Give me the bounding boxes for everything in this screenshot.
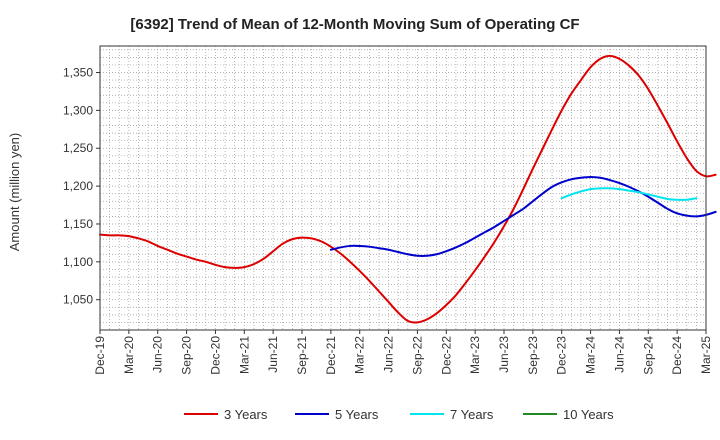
x-tick-label: Jun-22 [382, 336, 396, 373]
x-tick-label: Dec-19 [93, 336, 107, 375]
y-tick-label: 1,350 [63, 66, 93, 80]
x-tick-label: Jun-24 [612, 336, 626, 373]
x-tick-label: Dec-22 [439, 336, 453, 375]
legend-label-3-years: 3 Years [224, 407, 268, 422]
y-tick-label: 1,200 [63, 179, 93, 193]
x-tick-label: Jun-21 [266, 336, 280, 373]
legend-label-10-years: 10 Years [563, 407, 614, 422]
y-tick-label: 1,150 [63, 217, 93, 231]
legend-label-5-years: 5 Years [335, 407, 379, 422]
y-tick-label: 1,050 [63, 293, 93, 307]
series-line-3-years [99, 54, 717, 324]
series-line-5-years [329, 176, 717, 257]
x-tick-label: Mar-20 [122, 336, 136, 374]
x-tick-label: Dec-24 [670, 336, 684, 375]
x-tick-label: Dec-23 [555, 336, 569, 375]
y-tick-label: 1,300 [63, 103, 93, 117]
x-tick-label: Sep-24 [641, 336, 655, 375]
y-axis-ticks: 1,050 1,100 1,150 1,200 1,250 1,300 1,350 [63, 66, 100, 307]
y-axis-label: Amount (million yen) [7, 133, 22, 252]
x-tick-label: Sep-23 [526, 336, 540, 375]
y-tick-label: 1,100 [63, 255, 93, 269]
x-tick-label: Sep-21 [295, 336, 309, 375]
x-tick-label: Sep-22 [410, 336, 424, 375]
series-line-7-years [560, 187, 698, 201]
x-axis-ticks: Dec-19 Mar-20 Jun-20 Sep-20 Dec-20 Mar-21 Jun-… [93, 330, 713, 375]
x-tick-label: Mar-22 [353, 336, 367, 374]
vertical-grid [99, 46, 707, 330]
x-tick-label: Mar-25 [699, 336, 713, 374]
plot-frame [99, 45, 707, 331]
y-tick-label: 1,250 [63, 141, 93, 155]
legend-label-7-years: 7 Years [450, 407, 494, 422]
x-tick-label: Mar-24 [584, 336, 598, 374]
chart-title: [6392] Trend of Mean of 12-Month Moving … [130, 16, 579, 33]
x-tick-label: Jun-20 [151, 336, 165, 373]
horizontal-grid [100, 49, 706, 323]
x-tick-label: Dec-20 [208, 336, 222, 375]
legend: 3 Years 5 Years 7 Years 10 Years [184, 407, 614, 422]
x-tick-label: Dec-21 [324, 336, 338, 375]
x-tick-label: Jun-23 [497, 336, 511, 373]
series-lines [99, 54, 717, 324]
x-tick-label: Sep-20 [180, 336, 194, 375]
x-tick-label: Mar-21 [237, 336, 251, 374]
x-tick-label: Mar-23 [468, 336, 482, 374]
